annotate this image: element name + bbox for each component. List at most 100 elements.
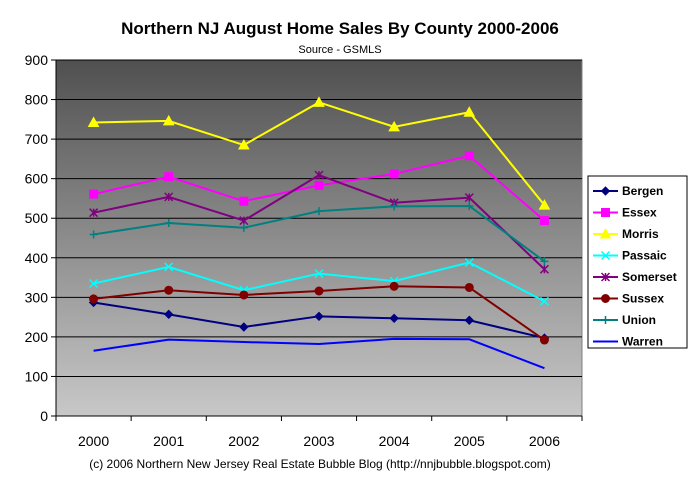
series-layer xyxy=(87,96,551,370)
data-point-sussex xyxy=(164,285,174,295)
chart-title: Northern NJ August Home Sales By County … xyxy=(121,19,559,38)
series-essex xyxy=(89,151,549,226)
chart-subtitle: Source - GSMLS xyxy=(298,44,381,56)
y-tick-label: 300 xyxy=(25,289,49,305)
data-point-passaic xyxy=(314,269,324,279)
legend-label: Bergen xyxy=(622,184,663,198)
data-point-sussex xyxy=(389,281,399,291)
data-point-morris xyxy=(538,199,551,210)
data-point-bergen xyxy=(389,313,399,324)
legend-label: Warren xyxy=(622,335,663,349)
legend-marker xyxy=(601,316,610,324)
data-point-union xyxy=(315,207,323,216)
data-point-bergen xyxy=(314,311,324,322)
data-point-union xyxy=(239,223,248,232)
data-point-somerset xyxy=(539,264,549,274)
y-tick-label: 200 xyxy=(25,329,49,345)
legend-entry-essex: Essex xyxy=(593,206,657,220)
legend-marker xyxy=(601,294,610,303)
legend-marker xyxy=(601,208,610,217)
x-tick-label: 2001 xyxy=(153,433,184,449)
plot-area xyxy=(55,59,583,417)
data-point-somerset xyxy=(314,170,324,180)
legend-label: Morris xyxy=(622,227,659,241)
data-point-union xyxy=(89,230,98,239)
legend-label: Somerset xyxy=(622,270,677,284)
x-tick-label: 2003 xyxy=(303,433,334,449)
data-point-essex xyxy=(464,151,474,161)
data-point-sussex xyxy=(464,282,474,292)
legend-entry-union: Union xyxy=(593,313,656,327)
data-point-bergen xyxy=(164,309,174,320)
data-point-morris xyxy=(463,106,476,117)
data-point-somerset xyxy=(89,208,99,218)
data-point-bergen xyxy=(464,315,474,325)
x-tick-label: 2005 xyxy=(454,433,485,449)
data-point-essex xyxy=(539,216,549,226)
x-tick-label: 2002 xyxy=(228,433,259,449)
x-tick-label: 2004 xyxy=(379,433,410,449)
data-point-bergen xyxy=(239,322,249,332)
series-somerset xyxy=(89,170,549,274)
data-point-somerset xyxy=(164,192,174,202)
y-tick-label: 900 xyxy=(25,52,49,68)
y-tick-label: 400 xyxy=(25,250,49,266)
legend-label: Sussex xyxy=(622,292,664,306)
axes: 0 100 200 300 400 500 600 700 800 900 2000 2001 2002… xyxy=(25,52,583,449)
series-sussex xyxy=(89,281,549,345)
legend-marker xyxy=(600,272,611,282)
data-point-morris xyxy=(238,139,250,150)
y-tick-label: 100 xyxy=(25,368,49,384)
y-tick-label: 500 xyxy=(25,210,49,226)
legend-entry-bergen: Bergen xyxy=(593,184,663,198)
data-point-union xyxy=(540,257,549,266)
data-point-union xyxy=(390,202,399,211)
data-point-morris xyxy=(388,120,400,132)
data-point-passaic xyxy=(464,257,474,268)
legend-marker xyxy=(600,250,611,261)
data-point-essex xyxy=(89,189,99,199)
data-point-union xyxy=(164,218,173,227)
data-point-somerset xyxy=(239,216,249,226)
data-point-morris xyxy=(313,96,325,107)
series-warren xyxy=(93,337,545,370)
legend-label: Passaic xyxy=(622,249,667,263)
data-point-sussex xyxy=(539,335,549,345)
data-point-passaic xyxy=(164,262,174,272)
y-tick-label: 800 xyxy=(25,92,49,108)
legend-marker xyxy=(599,227,612,239)
data-point-essex xyxy=(239,196,249,206)
data-point-essex xyxy=(314,180,324,190)
x-tick-label: 2000 xyxy=(78,433,109,449)
legend-entry-warren: Warren xyxy=(593,335,663,349)
series-union xyxy=(89,201,549,266)
series-morris xyxy=(87,96,551,210)
data-point-morris xyxy=(162,114,175,126)
data-point-essex xyxy=(389,169,399,179)
y-tick-label: 600 xyxy=(25,171,49,187)
data-point-essex xyxy=(164,172,174,182)
series-line-warren xyxy=(93,337,545,370)
chart-footer: (c) 2006 Northern New Jersey Real Estate… xyxy=(89,457,551,471)
legend-label: Essex xyxy=(622,206,657,220)
series-passaic xyxy=(89,257,549,306)
data-point-sussex xyxy=(89,294,99,304)
legend-label: Union xyxy=(622,313,656,327)
x-tick-label: 2006 xyxy=(529,433,560,449)
data-point-passaic xyxy=(89,278,99,289)
data-point-somerset xyxy=(464,193,474,203)
legend-marker xyxy=(600,186,611,196)
legend-entries: Bergen Essex Morris Passaic Somerset Sussex Un… xyxy=(593,184,677,349)
legend-entry-somerset: Somerset xyxy=(593,270,677,284)
data-point-morris xyxy=(87,116,100,127)
y-tick-label: 700 xyxy=(25,131,49,147)
data-point-union xyxy=(465,201,474,210)
legend-entry-passaic: Passaic xyxy=(593,249,667,263)
data-point-sussex xyxy=(314,286,324,296)
y-tick-label: 0 xyxy=(40,408,48,424)
data-point-sussex xyxy=(239,290,249,300)
legend-entry-sussex: Sussex xyxy=(593,292,664,306)
data-point-passaic xyxy=(539,296,549,306)
legend-entry-morris: Morris xyxy=(593,227,659,241)
